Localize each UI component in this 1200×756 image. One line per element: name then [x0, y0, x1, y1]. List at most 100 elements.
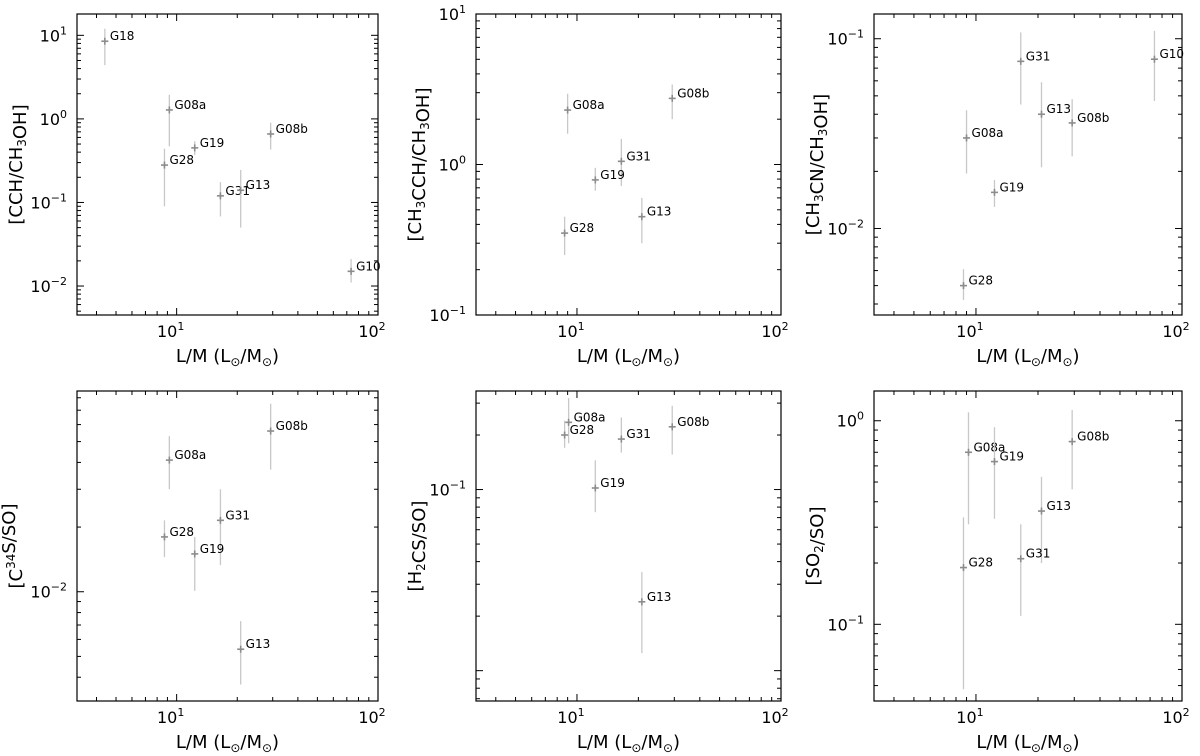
- point-label: G13: [647, 590, 672, 604]
- y-tick-label: 10−1: [429, 304, 466, 325]
- data-point-g13: G13: [1037, 82, 1071, 168]
- x-tick-label: 102: [1162, 320, 1189, 341]
- y-tick-label: 101: [40, 24, 67, 45]
- y-tick-label: 10−1: [429, 479, 466, 500]
- y-axis-label: [CH3CN/CH3OH]: [803, 94, 832, 235]
- data-point-g31: G31: [216, 489, 250, 566]
- point-label: G08a: [174, 98, 206, 112]
- x-tick-label: 101: [956, 320, 983, 341]
- x-axis-label: L/M (L⊙/M⊙): [176, 346, 279, 369]
- point-label: G08a: [573, 98, 605, 112]
- y-axis-label: [SO2/SO]: [803, 507, 828, 586]
- x-tick-label: 102: [1162, 706, 1189, 727]
- x-tick-label: 102: [358, 320, 385, 341]
- x-tick-label: 101: [557, 320, 584, 341]
- point-label: G13: [246, 637, 271, 651]
- y-axis-label: [H2CS/SO]: [405, 501, 430, 592]
- x-tick-label: 101: [157, 320, 184, 341]
- y-axis-label: [CH3CCH/CH3OH]: [405, 88, 434, 242]
- plot-frame: [873, 13, 1183, 316]
- point-label: G28: [169, 525, 194, 539]
- point-label: G28: [169, 153, 194, 167]
- plot-frame: [76, 13, 379, 316]
- chart-panel-1: 101 102 10−2 10−1 100 101 L/M (L⊙/M⊙) [CCH/CH3O…: [6, 13, 386, 369]
- data-point-g08a: G08a: [564, 93, 605, 134]
- point-label: G10: [356, 259, 381, 273]
- data-point-g19: G19: [990, 180, 1024, 207]
- x-tick-label: 101: [956, 706, 983, 727]
- chart-panel-4: 101 102 10−2 L/M (L⊙/M⊙) [C34S/SO] G08b G08a G3…: [0, 390, 386, 755]
- data-point-g13: G13: [638, 197, 672, 244]
- data-point-g28: G28: [160, 148, 194, 207]
- y-tick-label: 10−1: [827, 28, 864, 49]
- x-axis-label: L/M (L⊙/M⊙): [976, 346, 1079, 369]
- y-axis-label: [CCH/CH3OH]: [6, 104, 31, 224]
- data-point-g08a: G08a: [565, 398, 606, 444]
- data-point-g19: G19: [191, 536, 224, 591]
- y-tick-label: 100: [439, 154, 466, 175]
- data-point-g08a: G08a: [165, 436, 206, 490]
- point-label: G08a: [174, 448, 206, 462]
- data-point-g31: G31: [617, 138, 651, 186]
- x-axis-label: L/M (L⊙/M⊙): [577, 732, 680, 755]
- point-label: G08a: [972, 126, 1004, 140]
- plot-frame: [475, 13, 782, 316]
- plot-frame: [475, 390, 782, 702]
- point-label: G31: [626, 427, 651, 441]
- data-point-g13: G13: [237, 169, 271, 228]
- x-tick-label: 102: [761, 706, 788, 727]
- point-label: G19: [999, 180, 1024, 194]
- point-label: G08a: [973, 440, 1005, 454]
- data-point-g13: G13: [237, 621, 271, 685]
- point-label: G13: [246, 178, 271, 192]
- x-axis-label: L/M (L⊙/M⊙): [577, 346, 680, 369]
- point-label: G10: [1159, 47, 1184, 61]
- data-point-g19: G19: [191, 136, 224, 155]
- data-point-g08b: G08b: [267, 403, 308, 470]
- y-tick-label: 10−2: [30, 581, 67, 602]
- point-label: G19: [600, 476, 625, 490]
- x-tick-label: 102: [358, 706, 385, 727]
- data-point-g10: G10: [347, 259, 381, 283]
- point-label: G28: [570, 423, 595, 437]
- point-label: G18: [110, 29, 135, 43]
- chart-panel-3: 101 102 10−2 10−1 L/M (L⊙/M⊙) [CH3CN/CH3OH] G3…: [803, 13, 1190, 369]
- x-tick-label: 101: [157, 706, 184, 727]
- point-label: G08b: [677, 86, 709, 100]
- point-label: G19: [200, 136, 225, 150]
- data-point-g08b: G08b: [267, 122, 308, 150]
- data-point-g31: G31: [617, 417, 651, 453]
- point-label: G31: [225, 508, 250, 522]
- point-label: G08b: [276, 419, 308, 433]
- point-label: G31: [1026, 49, 1051, 63]
- data-point-g18: G18: [101, 28, 135, 66]
- data-point-g31: G31: [1017, 524, 1050, 616]
- point-label: G13: [1046, 102, 1071, 116]
- point-label: G19: [999, 450, 1024, 464]
- chart-panel-2: 101 102 10−1 100 101 L/M (L⊙/M⊙) [CH3CCH/CH3OH…: [405, 3, 789, 369]
- data-point-g28: G28: [959, 517, 993, 690]
- data-point-g31: G31: [1017, 32, 1051, 105]
- y-tick-label: 10−2: [30, 275, 67, 296]
- data-point-g28: G28: [160, 520, 194, 558]
- point-label: G28: [570, 221, 595, 235]
- data-point-g28: G28: [561, 216, 595, 256]
- x-axis-label: L/M (L⊙/M⊙): [176, 732, 279, 755]
- data-point-g08b: G08b: [668, 405, 709, 455]
- data-point-g13: G13: [1037, 476, 1071, 564]
- point-label: G28: [968, 556, 993, 570]
- y-tick-label: 10−1: [827, 613, 864, 634]
- point-label: G08b: [276, 122, 308, 136]
- plot-frame: [76, 390, 379, 702]
- y-tick-label: 10−1: [30, 191, 67, 212]
- point-label: G13: [647, 205, 672, 219]
- data-point-g08a: G08a: [165, 94, 206, 147]
- x-axis-label: L/M (L⊙/M⊙): [976, 732, 1079, 755]
- data-point-g19: G19: [591, 167, 625, 191]
- point-label: G08b: [677, 415, 709, 429]
- point-label: G19: [600, 168, 625, 182]
- chart-panel-5: 101 102 10−1 L/M (L⊙/M⊙) [H2CS/SO] G08a G08b G2…: [405, 390, 789, 755]
- point-label: G31: [1026, 547, 1051, 561]
- x-tick-label: 101: [557, 706, 584, 727]
- point-label: G28: [968, 274, 993, 288]
